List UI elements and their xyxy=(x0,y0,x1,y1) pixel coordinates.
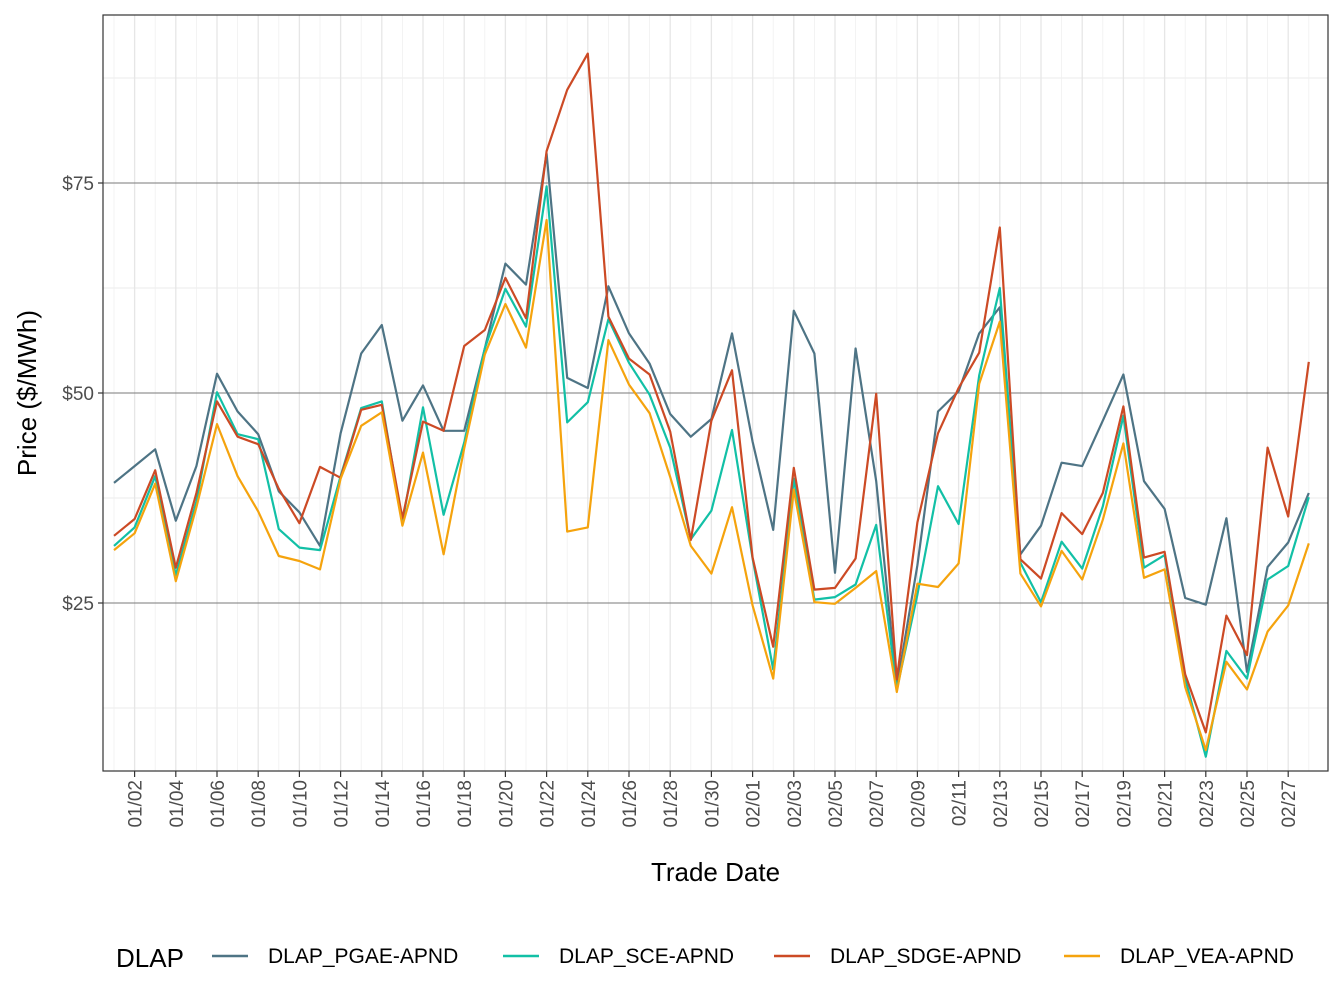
y-axis-title: Price ($/MWh) xyxy=(12,310,42,476)
x-tick-label: 01/28 xyxy=(661,780,682,828)
x-tick-label: 01/02 xyxy=(126,780,147,828)
x-tick-label: 02/03 xyxy=(785,780,806,828)
x-tick-label: 02/23 xyxy=(1197,780,1218,828)
x-tick-label: 01/10 xyxy=(290,780,311,828)
x-tick-label: 02/01 xyxy=(744,780,765,828)
x-tick-label: 02/25 xyxy=(1238,780,1259,828)
x-tick-label: 01/04 xyxy=(167,780,188,828)
x-tick-label: 02/13 xyxy=(991,780,1012,828)
x-tick-label: 02/17 xyxy=(1073,780,1094,828)
y-tick-label: $75 xyxy=(62,174,94,195)
x-tick-label: 02/27 xyxy=(1279,780,1300,828)
legend: DLAP DLAP_PGAE-APND DLAP_SCE-APND DLAP_SDG… xyxy=(116,943,1294,973)
x-tick-label: 02/09 xyxy=(908,780,929,828)
y-axis: $25 $50 $75 xyxy=(62,174,103,615)
x-axis: 01/02 01/04 01/06 01/08 01/10 01/12 01/14 01/16… xyxy=(126,771,1300,828)
x-tick-label: 02/11 xyxy=(950,780,971,826)
series-line xyxy=(113,52,1310,734)
series-line xyxy=(113,218,1310,752)
legend-label: DLAP_SDGE-APND xyxy=(830,945,1021,968)
x-tick-label: 01/06 xyxy=(208,780,229,828)
x-tick-label: 01/24 xyxy=(579,780,600,828)
x-tick-label: 02/07 xyxy=(867,780,888,828)
x-tick-label: 01/22 xyxy=(538,780,559,828)
x-tick-label: 01/18 xyxy=(455,780,476,828)
x-tick-label: 02/21 xyxy=(1156,780,1177,828)
x-tick-label: 01/14 xyxy=(373,780,394,828)
x-tick-label: 02/05 xyxy=(826,780,847,828)
x-tick-label: 02/15 xyxy=(1032,780,1053,828)
series-lines xyxy=(113,52,1310,758)
x-tick-label: 02/19 xyxy=(1114,780,1135,828)
y-tick-label: $50 xyxy=(62,384,94,405)
legend-title: DLAP xyxy=(116,943,184,973)
x-tick-label: 01/20 xyxy=(496,780,517,828)
x-tick-label: 01/16 xyxy=(414,780,435,828)
major-gridlines-y xyxy=(103,182,1328,604)
series-line xyxy=(113,185,1310,758)
legend-label: DLAP_PGAE-APND xyxy=(268,945,458,968)
x-tick-label: 01/12 xyxy=(332,780,353,828)
x-tick-label: 01/08 xyxy=(249,780,270,828)
y-tick-label: $25 xyxy=(62,594,94,615)
x-tick-label: 01/26 xyxy=(620,780,641,828)
legend-label: DLAP_SCE-APND xyxy=(559,945,734,968)
legend-label: DLAP_VEA-APND xyxy=(1120,945,1294,968)
x-tick-label: 01/30 xyxy=(702,780,723,828)
x-axis-title: Trade Date xyxy=(651,857,780,887)
